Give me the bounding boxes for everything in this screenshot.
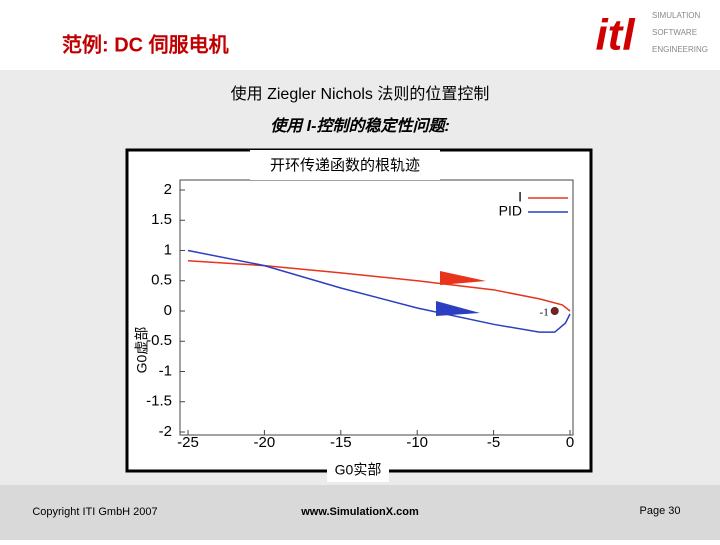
page-number: Page 30 [640,505,681,517]
y-tick-label: -0.5 [146,332,172,349]
header-band [0,0,720,70]
y-axis-label: G0虚部 [134,327,150,374]
copyright: Copyright ITI GmbH 2007 [32,506,157,518]
heading: 使用 Ziegler Nichols 法则的位置控制 [231,85,490,103]
chart-title-box [250,150,440,180]
x-tick-label: -20 [254,434,276,451]
direction-arrow [440,271,486,285]
x-tick-label: -15 [330,434,352,451]
direction-arrow [436,301,480,316]
y-tick-label: 0.5 [151,272,172,289]
legend-label: I [518,189,522,205]
y-tick-label: 0 [164,302,172,319]
logo-line: SOFTWARE [652,28,697,37]
x-tick-label: -25 [177,434,199,451]
x-tick-label: -5 [487,434,500,451]
y-tick-label: -1 [159,362,172,379]
y-tick-label: 1.5 [151,211,172,228]
logo-line: ENGINEERING [652,45,708,54]
plot: -25 -20 -15 -10 -5 0 -2 -1.5 -1 -0.5 0 0.5 1 1.5 2 IPID… [146,181,574,451]
logo-line: SIMULATION [652,11,701,20]
legend-label: PID [499,203,522,219]
annotation-point [550,307,559,315]
series-line [187,260,571,312]
x-axis-label: G0实部 [335,462,382,478]
footer-band [0,485,720,540]
slide-title: 范例: DC 伺服电机 [62,32,229,56]
website: www.SimulationX.com [300,506,419,518]
x-tick-label: -10 [406,434,428,451]
x-tick-label: 0 [566,434,574,451]
y-tick-label: -2 [159,423,172,440]
y-tick-label: 2 [164,181,172,198]
series-line [187,249,571,333]
y-tick-label: -1.5 [146,393,172,410]
annotation-label: -1 [540,307,549,319]
logo: itl [595,11,635,60]
chart-title: 开环传递函数的根轨迹 [270,157,420,174]
subheading: 使用 I-控制的稳定性问题: [270,117,450,135]
y-tick-label: 1 [164,241,172,258]
chart-frame [125,148,593,473]
x-label-box [327,460,389,482]
